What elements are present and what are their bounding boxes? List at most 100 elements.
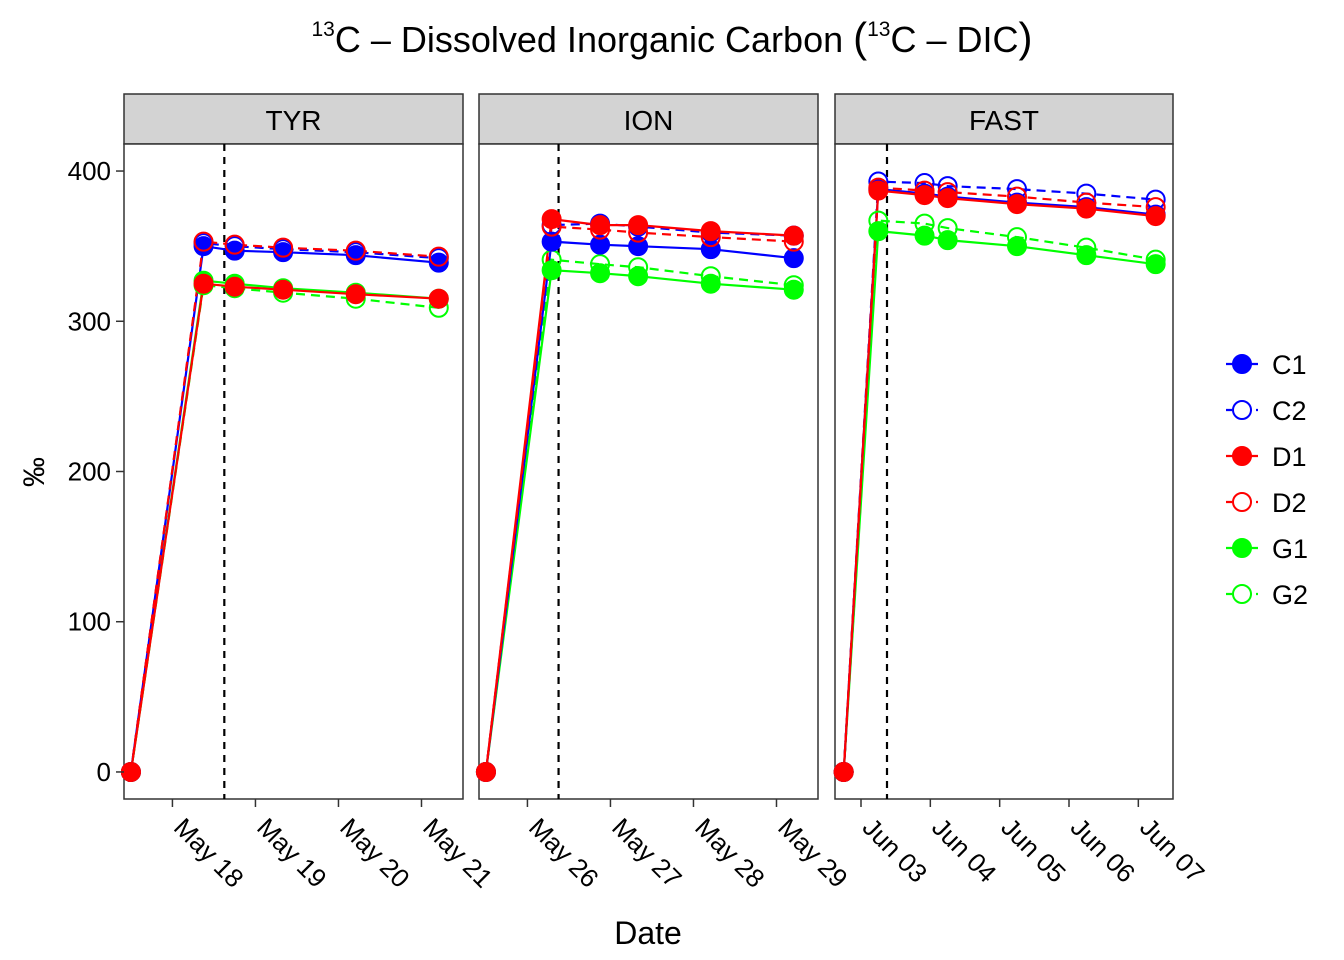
data-point-d2 — [914, 180, 935, 201]
data-point-d1 — [224, 276, 245, 297]
data-point-d2 — [224, 234, 245, 255]
series-line-g2 — [484, 258, 794, 773]
title-isotope-1: 13 — [311, 18, 335, 41]
series-line-c2 — [129, 242, 439, 773]
data-point-d2 — [273, 237, 294, 258]
data-point-d1 — [914, 185, 935, 206]
data-point-d1 — [345, 284, 366, 305]
x-tick-label: Jun 06 — [1065, 812, 1141, 888]
data-point-d1 — [1076, 198, 1097, 219]
x-tick-label: Jun 03 — [857, 812, 933, 888]
panel-ion: ION May 26 May 27 May 28 May 29 — [475, 93, 854, 894]
data-point-c1 — [783, 248, 804, 269]
panel-tyr: TYR May 18 May 19 May 20 May 21 — [120, 93, 499, 894]
data-point-c1 — [541, 231, 562, 252]
data-point-d2 — [783, 231, 804, 252]
data-point-g1 — [541, 260, 562, 281]
data-point-d2 — [590, 219, 611, 240]
legend-label: C2 — [1272, 396, 1307, 426]
data-point-g1 — [914, 225, 935, 246]
data-point-g1 — [783, 279, 804, 300]
legend-item-d2: D2 — [1226, 488, 1307, 518]
data-point-d2 — [428, 246, 449, 267]
data-point-g1 — [1145, 254, 1166, 275]
title-element-2: C — [890, 19, 917, 60]
chart-title: 13C – Dissolved Inorganic Carbon (13C – … — [311, 14, 1033, 61]
data-point-c1 — [628, 236, 649, 257]
x-tick-label: Jun 07 — [1134, 812, 1210, 888]
legend-marker — [1232, 538, 1252, 558]
title-dash-1: – — [370, 19, 391, 60]
legend-marker — [1232, 584, 1252, 604]
legend-item-d1: D1 — [1226, 442, 1307, 472]
data-point-d2 — [628, 222, 649, 243]
x-tick-label: May 21 — [417, 812, 499, 894]
x-tick-label: May 27 — [606, 812, 688, 894]
legend-label: D1 — [1272, 442, 1307, 472]
data-point-d1 — [590, 215, 611, 236]
y-tick-label: 400 — [68, 156, 111, 186]
strip-label: FAST — [969, 105, 1039, 136]
x-tick-label: May 19 — [251, 812, 333, 894]
data-point-d2 — [700, 227, 721, 248]
data-point-d2 — [868, 177, 889, 198]
legend: C1 C2 D1 D2 G1 G2 — [1226, 350, 1308, 610]
legend-label: D2 — [1272, 488, 1307, 518]
data-point-d1 — [783, 225, 804, 246]
data-point-d1 — [700, 221, 721, 242]
data-point-g1 — [700, 273, 721, 294]
legend-item-g1: G1 — [1226, 534, 1308, 564]
data-point-d1 — [193, 273, 214, 294]
strip-header — [478, 93, 819, 145]
series-line-d1 — [129, 282, 439, 773]
x-tick-label: May 26 — [523, 812, 605, 894]
data-point-d2 — [541, 216, 562, 237]
title-abbrev: DIC — [956, 19, 1019, 60]
legend-marker — [1232, 492, 1252, 512]
series-line-g2 — [842, 219, 1156, 773]
data-point-c1 — [590, 234, 611, 255]
series-line-g1 — [484, 269, 794, 773]
legend-label: C1 — [1272, 350, 1307, 380]
strip-label: TYR — [266, 105, 322, 136]
data-point-d1 — [541, 209, 562, 230]
x-axis-title: Date — [614, 915, 682, 951]
data-point-d2 — [193, 231, 214, 252]
title-main-text: Dissolved Inorganic Carbon — [400, 19, 844, 60]
legend-item-c2: C2 — [1226, 396, 1307, 426]
data-point-d1 — [937, 188, 958, 209]
data-point-g1 — [590, 263, 611, 284]
legend-marker — [1232, 400, 1252, 420]
y-axis-title: ‰ — [18, 457, 51, 487]
legend-label: G2 — [1272, 580, 1308, 610]
data-point-d2 — [475, 761, 496, 782]
data-point-d1 — [628, 215, 649, 236]
series-line-d2 — [484, 225, 794, 773]
data-point-g1 — [868, 221, 889, 242]
data-point-c1 — [428, 252, 449, 273]
x-tick-label: Jun 05 — [995, 812, 1071, 888]
legend-item-g2: G2 — [1226, 580, 1308, 610]
title-dash-2: – — [926, 19, 947, 60]
x-tick-label: Jun 04 — [926, 812, 1002, 888]
x-tick-label: May 18 — [168, 812, 250, 894]
data-point-g1 — [937, 230, 958, 251]
data-point-d2 — [1007, 186, 1027, 207]
legend-marker — [1232, 354, 1252, 374]
y-tick-label: 0 — [97, 757, 111, 787]
series-line-d2 — [129, 240, 439, 773]
x-tick-label: May 29 — [772, 812, 854, 894]
data-point-d1 — [428, 288, 449, 309]
panel-border — [478, 143, 819, 800]
data-point-c1 — [224, 240, 245, 261]
data-point-d2 — [937, 182, 958, 203]
x-tick-label: May 28 — [689, 812, 771, 894]
data-point-g1 — [1007, 236, 1027, 257]
panel-border — [834, 143, 1174, 800]
legend-marker — [1232, 446, 1252, 466]
strip-label: ION — [624, 105, 674, 136]
data-point-d1 — [1007, 194, 1027, 215]
y-tick-label: 100 — [68, 607, 111, 637]
